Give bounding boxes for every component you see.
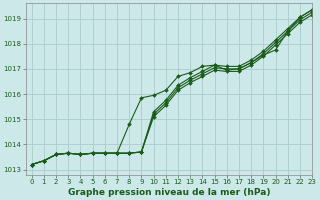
X-axis label: Graphe pression niveau de la mer (hPa): Graphe pression niveau de la mer (hPa) — [68, 188, 270, 197]
